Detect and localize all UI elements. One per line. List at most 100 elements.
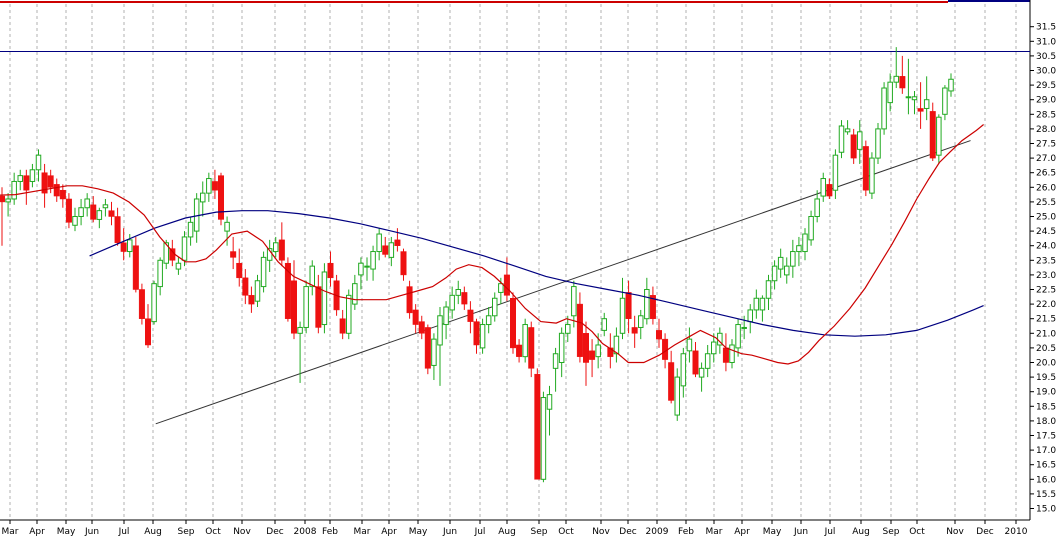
y-axis-ticks: 15.0 15.5 16.0 16.5 17.0 17.5 18.0 18.5 19.0 19.5… [1030,23,1056,515]
y-tick-label: 23.5 [1036,256,1056,266]
candle [370,245,376,281]
y-tick-label: 30.5 [1036,52,1056,62]
candle-body-down [41,172,48,194]
candle-body-up [102,204,109,209]
y-tick-label: 20.5 [1036,344,1056,354]
candle [905,58,912,115]
candle-body-up [72,216,78,226]
candle-body-down [528,327,535,369]
long-moving-average-line [89,210,984,337]
y-tick-label: 18.0 [1036,417,1056,427]
candle [838,120,845,159]
candle [704,344,711,378]
candle-body-up [352,283,358,305]
x-tick-label: Dec [976,527,993,537]
x-tick-label: Jun [84,527,99,537]
x-tick-label: Aug [498,527,516,537]
candle-body-up [522,324,528,358]
candle-body-down [53,184,60,197]
x-tick-label: Jun [793,527,808,537]
candle [571,280,577,328]
candle [808,210,814,246]
candle [17,169,23,191]
y-tick-label: 15.0 [1036,505,1056,515]
candle [631,315,638,348]
candle-body-up [741,326,747,329]
candle [47,169,54,194]
candle [686,327,693,363]
candle-body-up [181,236,188,261]
candle-body-up [157,259,163,288]
candle [796,236,802,267]
candle [127,234,133,258]
candle-body-up [820,178,826,197]
candle-body-down [248,295,255,305]
candle [911,90,918,115]
x-tick-label: Dec [619,527,636,537]
candle [644,277,650,325]
y-tick-label: 25.0 [1036,213,1056,223]
x-tick-label: Sep [178,527,195,537]
candle [771,260,778,290]
candle [565,315,571,343]
candle-body-up [309,265,315,288]
candle-body-up [297,326,303,334]
candle-body-up [224,221,230,232]
y-tick-label: 23.0 [1036,271,1056,281]
candle-body-up [540,397,547,480]
candle-body-up [729,344,735,364]
candle-body-up [711,341,717,355]
candle [668,350,675,404]
candle-body-up [321,271,328,326]
candle [814,190,820,223]
candle-body-up [698,367,705,378]
x-tick-label: Nov [233,527,251,537]
candle-body-down [722,347,729,363]
candle-body-up [704,353,711,369]
candle [936,114,942,164]
candle [297,321,303,383]
y-tick-label: 21.5 [1036,315,1056,325]
candle-body-down [534,373,541,480]
x-tick-label: Nov [592,527,610,537]
x-tick-label: Feb [678,527,694,537]
candle-body-up [881,87,887,130]
candle [680,347,687,398]
x-tick-label: Oct [909,527,925,537]
candle-body-up [644,289,650,320]
candle-body-down [108,210,115,217]
candle [735,318,741,357]
candle [607,333,614,369]
candle [461,286,468,310]
candle-body-up [875,128,881,159]
y-tick-label: 31.0 [1036,37,1056,47]
candle [784,257,790,284]
x-tick-label: Jul [474,527,486,537]
candle [278,222,285,267]
candle [35,149,42,182]
candle [923,76,930,121]
candle-body-up [29,169,36,182]
candle [339,309,346,340]
candle-body-up [905,96,912,99]
candle-body-up [254,280,261,302]
x-tick-label: Apr [734,527,750,537]
candle [53,178,60,202]
candle [5,193,11,217]
x-tick-label: Sep [883,527,900,537]
candle [613,327,620,363]
candle [558,327,565,378]
candle-body-up [388,242,395,258]
candle [899,55,906,94]
candle-body-up [546,394,553,410]
x-tick-label: Mar [706,527,723,537]
candle [437,307,443,386]
candle [382,236,389,258]
candle [23,169,30,205]
candle-body-up [948,78,954,92]
candle-body-up [887,81,893,104]
y-tick-label: 24.5 [1036,227,1056,237]
candle [132,236,139,293]
y-tick-label: 22.0 [1036,300,1056,310]
candle [65,193,72,229]
